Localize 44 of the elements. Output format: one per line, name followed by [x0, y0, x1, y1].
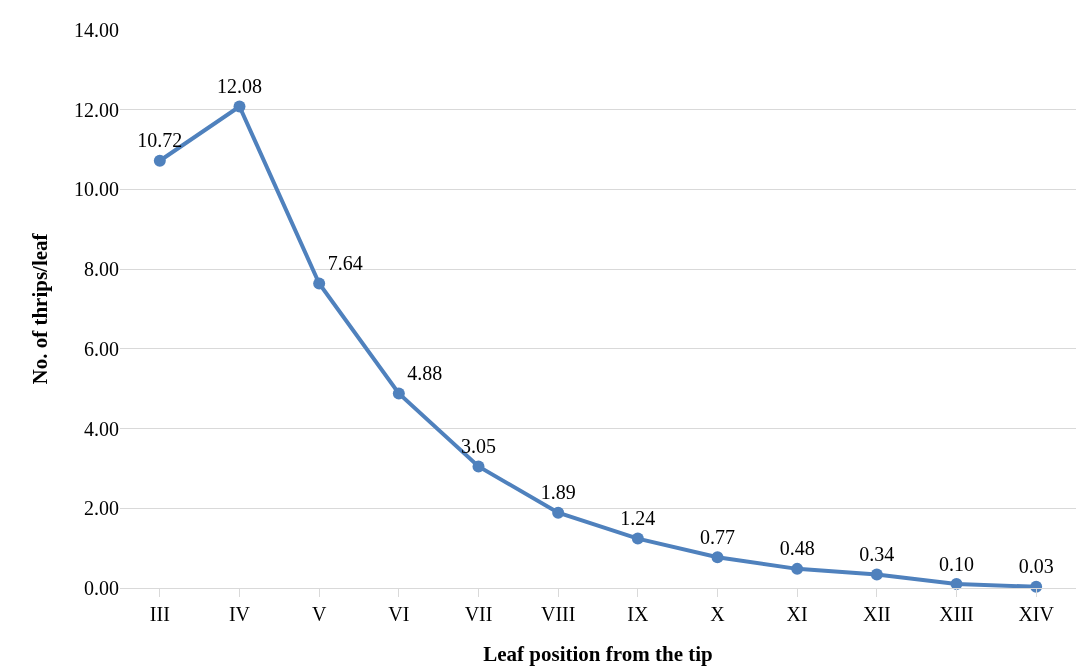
data-label: 1.24 — [620, 507, 656, 530]
y-tick-label: 0.00 — [84, 577, 119, 599]
x-tick-label: XIII — [939, 603, 974, 625]
point — [870, 568, 883, 581]
data-label: 7.64 — [327, 251, 363, 274]
data-label: 0.10 — [939, 552, 974, 575]
x-tick-label: XII — [862, 603, 891, 625]
y-tick-label: 6.00 — [84, 337, 119, 360]
y-axis-title: No. of thrips/leaf — [28, 232, 53, 385]
point — [472, 460, 485, 473]
y-tick-label: 10.00 — [74, 178, 119, 201]
y-tick-label: 12.00 — [74, 98, 119, 121]
data-label: 4.88 — [407, 362, 443, 384]
x-tick-label: XI — [786, 603, 808, 625]
y-tick-label: 4.00 — [84, 417, 119, 440]
x-axis-title: Leaf position from the tip — [483, 642, 713, 666]
x-tick-label: XIV — [1018, 603, 1055, 625]
data-label: 0.77 — [700, 525, 735, 548]
data-label: 0.34 — [859, 542, 895, 565]
data-label: 10.72 — [137, 129, 183, 152]
data-label: 0.03 — [1018, 555, 1054, 578]
y-tick-label: 2.00 — [84, 497, 119, 520]
point — [791, 562, 804, 575]
x-tick-label: V — [311, 603, 327, 625]
point — [711, 551, 724, 564]
point — [153, 154, 166, 167]
y-tick-label: 8.00 — [84, 258, 119, 281]
data-label: 3.05 — [461, 434, 496, 457]
point — [552, 506, 565, 519]
point — [313, 277, 326, 290]
x-tick-label: VIII — [540, 603, 576, 625]
data-label: 1.89 — [540, 481, 576, 504]
point — [392, 387, 405, 400]
x-tick-label: X — [710, 603, 726, 625]
x-tick-label: IV — [228, 603, 251, 625]
y-tick-label: 14.00 — [74, 19, 119, 41]
x-tick-label: III — [149, 603, 170, 625]
x-tick-label: VI — [388, 603, 410, 625]
data-label: 0.48 — [779, 537, 815, 560]
point — [631, 532, 644, 545]
x-tick-label: VII — [464, 603, 493, 625]
x-tick-label: IX — [627, 603, 649, 625]
data-label: 12.08 — [217, 75, 262, 98]
point — [233, 100, 246, 113]
